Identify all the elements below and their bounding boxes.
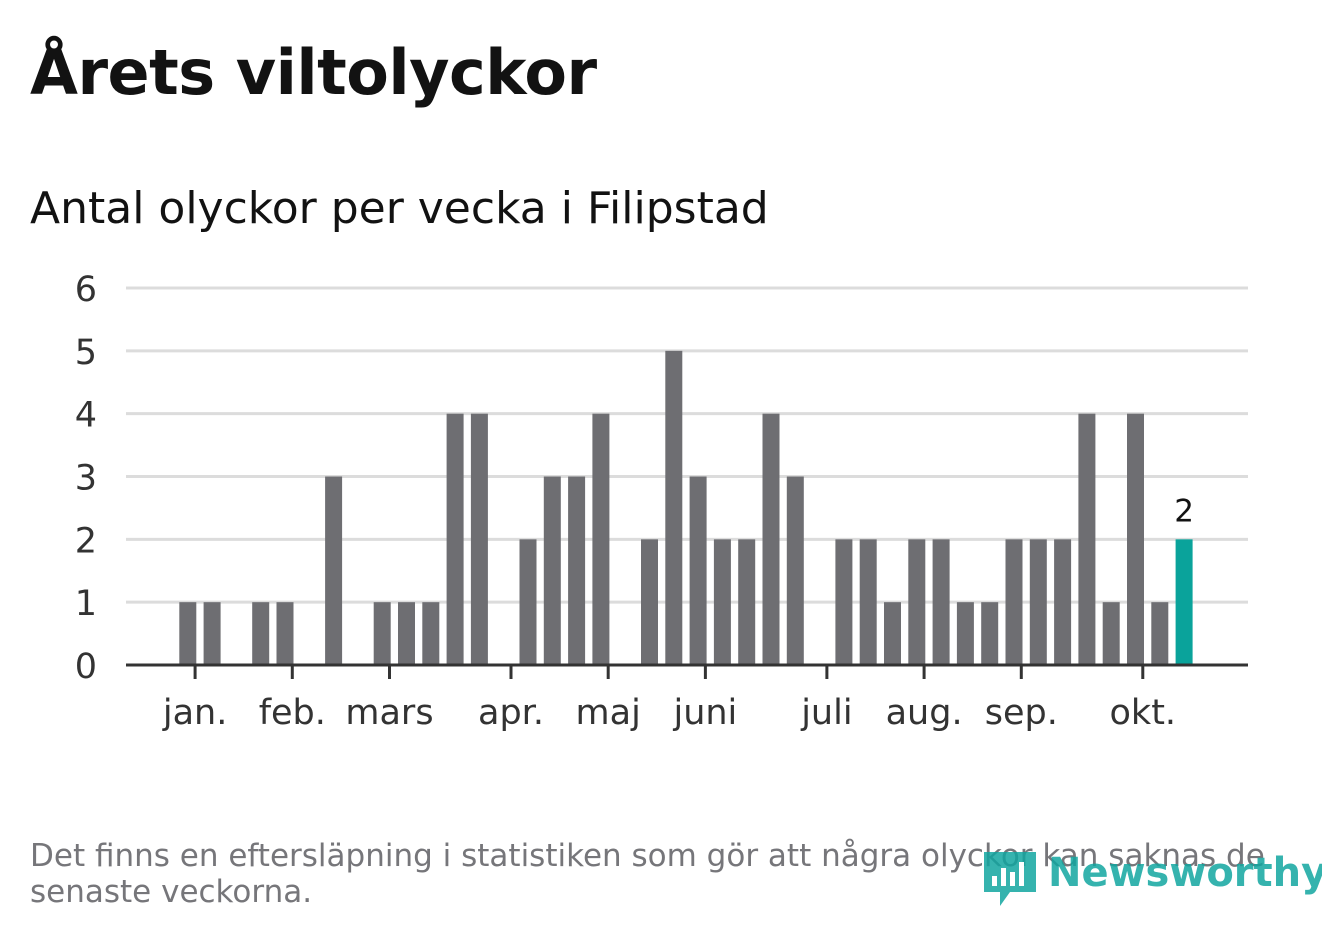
bar: [422, 602, 440, 665]
newsworthy-logo-text: Newsworthy: [1048, 850, 1322, 896]
data-labels: 2: [1174, 493, 1194, 529]
x-tick-label: okt.: [1110, 693, 1177, 733]
bar: [1102, 602, 1120, 665]
bar: [981, 602, 999, 665]
y-tick-label: 4: [75, 396, 97, 436]
x-tick-label: juli: [800, 693, 852, 733]
x-tick-label: sep.: [985, 693, 1058, 733]
bar: [884, 602, 901, 665]
bar-chart-icon: [984, 852, 1036, 906]
bar: [276, 602, 294, 665]
bar: [713, 539, 731, 665]
bar: [446, 413, 464, 665]
bar: [786, 476, 804, 665]
bar: [956, 602, 974, 665]
grid-lines: [126, 286, 1248, 604]
y-tick-label: 0: [75, 647, 97, 687]
y-tick-label: 3: [75, 459, 97, 499]
bar: [641, 539, 658, 665]
bar: [1054, 539, 1072, 665]
bar: [203, 602, 221, 665]
last-value-label: 2: [1174, 493, 1194, 529]
bar: [1078, 413, 1096, 665]
x-tick-label: aug.: [886, 693, 963, 733]
bar: [470, 413, 488, 665]
footnote: Det finns en eftersläpning i statistiken…: [30, 838, 1265, 910]
bar: [908, 539, 926, 665]
bar: [1151, 602, 1169, 665]
bar: [859, 539, 877, 665]
x-tick-label: apr.: [478, 693, 544, 733]
x-axis: jan. feb. mars apr. maj juni juli aug. sep. okt.: [126, 663, 1248, 733]
bar: [568, 476, 586, 665]
bar: [932, 539, 950, 665]
x-tick-label: feb.: [259, 693, 326, 733]
y-tick-label: 6: [75, 270, 97, 310]
bar: [252, 602, 270, 665]
bars: [179, 350, 1193, 665]
bar: [1005, 539, 1023, 665]
x-tick-label: mars: [345, 693, 433, 733]
x-tick-label: juni: [672, 693, 737, 733]
chart-subtitle: Antal olyckor per vecka i Filipstad: [30, 183, 769, 234]
bar: [738, 539, 756, 665]
x-tick-label: maj: [576, 693, 641, 733]
bar: [1029, 539, 1047, 665]
bar: [665, 350, 683, 665]
bar: [835, 539, 853, 665]
bar: [543, 476, 561, 665]
bar: [179, 602, 197, 665]
bar: [689, 476, 707, 665]
bar: [373, 602, 391, 665]
bar: [1175, 539, 1193, 665]
y-axis-ticks: 0 1 2 3 4 5 6: [75, 270, 97, 687]
y-tick-label: 5: [75, 333, 97, 373]
bar: [325, 476, 343, 665]
bar: [1127, 413, 1144, 665]
x-tick-label: jan.: [162, 693, 227, 733]
chart-title: Årets viltolyckor: [30, 36, 597, 109]
y-tick-label: 2: [75, 521, 97, 561]
bar: [519, 539, 537, 665]
y-tick-label: 1: [75, 584, 97, 624]
bar: [398, 602, 415, 665]
bar: [592, 413, 610, 665]
bar: [762, 413, 780, 665]
